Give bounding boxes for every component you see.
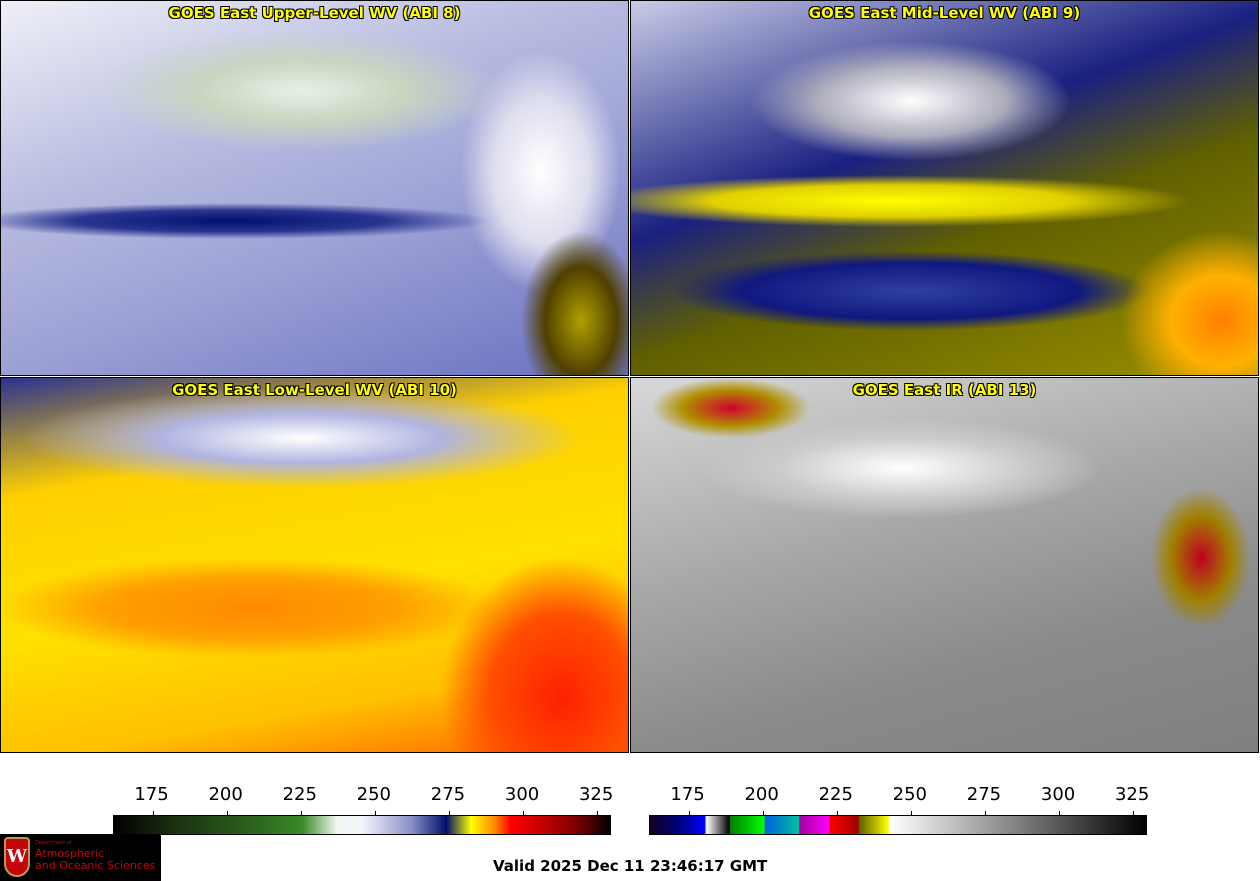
panel-title: GOES East Mid-Level WV (ABI 9) xyxy=(808,4,1081,22)
mid-level-wv-panel: GOES East Mid-Level WV (ABI 9) xyxy=(630,0,1259,376)
colorbar-tick-label: 325 xyxy=(1114,784,1150,805)
aos-logo: W Department of Atmospheric and Oceanic … xyxy=(0,834,161,881)
colorbar-tick xyxy=(688,811,690,816)
colorbar-tick xyxy=(597,811,599,816)
colorbar-tick xyxy=(300,811,302,816)
colorbar-tick xyxy=(448,811,450,816)
colorbar-tick xyxy=(984,811,986,816)
colorbar-tick-label: 200 xyxy=(744,784,779,805)
upper-level-wv-panel: GOES East Upper-Level WV (ABI 8) xyxy=(0,0,629,376)
colorbar-tick-label: 325 xyxy=(578,784,614,805)
colorbar-tick xyxy=(374,811,376,816)
colorbar-tick xyxy=(836,811,838,816)
colorbar-tick-label: 225 xyxy=(818,784,853,805)
colorbar-tick xyxy=(762,811,764,816)
colorbar-tick-label: 275 xyxy=(430,784,466,805)
valid-time: Valid 2025 Dec 11 23:46:17 GMT xyxy=(493,857,768,875)
colorbar-tick-label: 300 xyxy=(1040,784,1076,805)
uw-shield-icon: W xyxy=(4,837,30,877)
ir-colorbar xyxy=(649,811,1147,835)
logo-line1: Atmospheric xyxy=(35,847,105,860)
colorbar-tick-label: 200 xyxy=(208,784,243,805)
colorbar-tick-label: 250 xyxy=(356,784,392,805)
panel-title: GOES East IR (ABI 13) xyxy=(852,381,1037,399)
colorbar-tick-label: 225 xyxy=(282,784,317,805)
colorbar-tick-label: 175 xyxy=(670,784,705,805)
wv-colorbar xyxy=(113,811,611,835)
colorbar-tick xyxy=(910,811,912,816)
ir-panel: GOES East IR (ABI 13) xyxy=(630,377,1259,753)
colorbar-tick-label: 175 xyxy=(134,784,169,805)
low-level-wv-panel: GOES East Low-Level WV (ABI 10) xyxy=(0,377,629,753)
colorbar-tick xyxy=(1059,811,1061,816)
logo-line2: and Oceanic Sciences xyxy=(35,859,156,872)
panel-title: GOES East Upper-Level WV (ABI 8) xyxy=(168,4,461,22)
panel-title: GOES East Low-Level WV (ABI 10) xyxy=(172,381,457,399)
colorbar-tick xyxy=(152,811,154,816)
colorbar-tick xyxy=(1133,811,1135,816)
colorbar-tick-label: 300 xyxy=(504,784,540,805)
colorbar-tick-label: 275 xyxy=(966,784,1002,805)
colorbar-tick xyxy=(523,811,525,816)
colorbar-tick-label: 250 xyxy=(892,784,928,805)
logo-dept: Department of xyxy=(35,840,72,846)
colorbar-tick xyxy=(226,811,228,816)
